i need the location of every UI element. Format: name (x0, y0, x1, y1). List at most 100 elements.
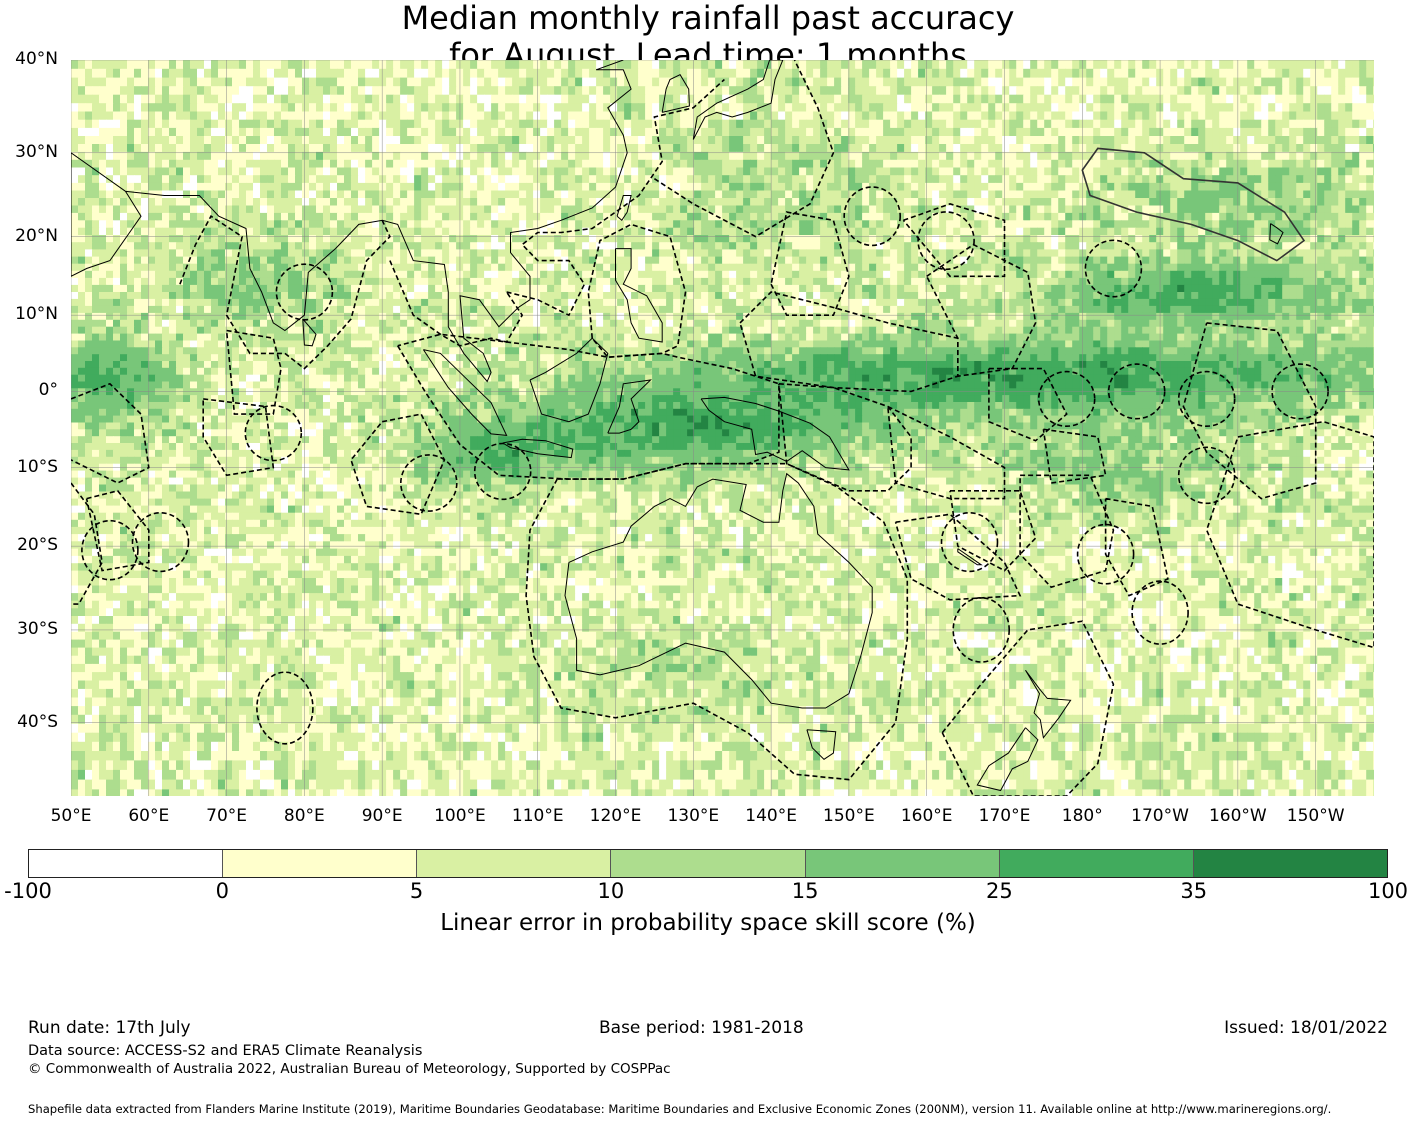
skill-cell (148, 68, 156, 79)
skill-cell (106, 60, 114, 70)
skill-cell (1226, 144, 1234, 153)
skill-cell (309, 205, 317, 214)
skill-cell (428, 220, 436, 229)
skill-cell (386, 263, 394, 272)
skill-cell (470, 227, 478, 236)
skill-cell (561, 235, 569, 243)
skill-cell (820, 111, 828, 121)
skill-cell (1240, 212, 1248, 221)
skill-cell (995, 119, 1003, 129)
skill-cell (680, 136, 688, 145)
skill-cell (1254, 68, 1262, 79)
skill-cell (435, 127, 443, 137)
skill-cell (1030, 86, 1038, 96)
skill-cell (337, 103, 345, 113)
skill-cell (1072, 220, 1080, 229)
skill-cell (330, 111, 338, 121)
skill-cell (631, 94, 639, 104)
skill-cell (274, 144, 282, 153)
skill-cell (1163, 182, 1171, 192)
skill-cell (911, 77, 919, 87)
skill-cell (309, 60, 317, 70)
skill-cell (1219, 227, 1227, 236)
skill-cell (1002, 77, 1010, 87)
skill-cell (946, 60, 954, 70)
skill-cell (652, 151, 660, 161)
skill-cell (1114, 159, 1122, 169)
skill-cell (869, 68, 877, 79)
skill-cell (974, 227, 982, 236)
skill-cell (673, 212, 681, 221)
skill-cell (1002, 205, 1010, 214)
skill-cell (1366, 167, 1374, 176)
skill-cell (645, 235, 653, 243)
skill-cell (1086, 119, 1094, 129)
skill-cell (197, 94, 205, 104)
skill-cell (386, 127, 394, 137)
skill-cell (813, 242, 821, 250)
skill-cell (673, 103, 681, 113)
skill-cell (512, 68, 520, 79)
skill-cell (197, 220, 205, 229)
skill-cell (617, 111, 625, 121)
skill-cell (904, 198, 912, 207)
skill-cell (589, 127, 597, 137)
skill-cell (582, 151, 590, 161)
skill-cell (113, 119, 121, 129)
skill-cell (1002, 111, 1010, 121)
skill-cell (323, 182, 331, 192)
skill-cell (925, 182, 933, 192)
skill-cell (92, 242, 100, 250)
skill-cell (1107, 159, 1115, 169)
skill-cell (617, 103, 625, 113)
skill-cell (687, 167, 695, 176)
skill-cell (610, 136, 618, 145)
skill-cell (1191, 60, 1199, 70)
skill-cell (617, 205, 625, 214)
skill-cell (1268, 190, 1276, 199)
skill-cell (645, 111, 653, 121)
skill-cell (1058, 144, 1066, 153)
skill-cell (505, 212, 513, 221)
skill-cell (1359, 144, 1367, 153)
skill-cell (1009, 144, 1017, 153)
skill-cell (120, 205, 128, 214)
skill-cell (253, 94, 261, 104)
skill-cell (267, 86, 275, 96)
skill-cell (1002, 94, 1010, 104)
skill-cell (680, 94, 688, 104)
skill-cell (169, 144, 177, 153)
skill-cell (288, 242, 296, 250)
skill-cell (561, 111, 569, 121)
skill-cell (1317, 119, 1325, 129)
skill-cell (834, 263, 842, 272)
skill-cell (624, 235, 632, 243)
skill-cell (757, 68, 765, 79)
skill-cell (246, 127, 254, 137)
skill-cell (337, 175, 345, 184)
skill-cell (827, 77, 835, 87)
skill-cell (960, 60, 968, 70)
skill-cell (694, 119, 702, 129)
skill-cell (1184, 77, 1192, 87)
skill-cell (624, 198, 632, 207)
skill-cell (1247, 77, 1255, 87)
skill-cell (99, 77, 107, 87)
skill-cell (659, 182, 667, 192)
skill-cell (1009, 68, 1017, 79)
skill-cell (113, 167, 121, 176)
skill-cell (771, 205, 779, 214)
skill-cell (855, 77, 863, 87)
skill-cell (386, 167, 394, 176)
skill-cell (281, 119, 289, 129)
skill-cell (358, 159, 366, 169)
skill-cell (820, 151, 828, 161)
skill-cell (1261, 256, 1269, 265)
skill-cell (666, 68, 674, 79)
skill-cell (1009, 235, 1017, 243)
skill-cell (1002, 220, 1010, 229)
skill-cell (834, 256, 842, 265)
skill-cell (407, 175, 415, 184)
skill-cell (1128, 103, 1136, 113)
skill-cell (281, 256, 289, 265)
